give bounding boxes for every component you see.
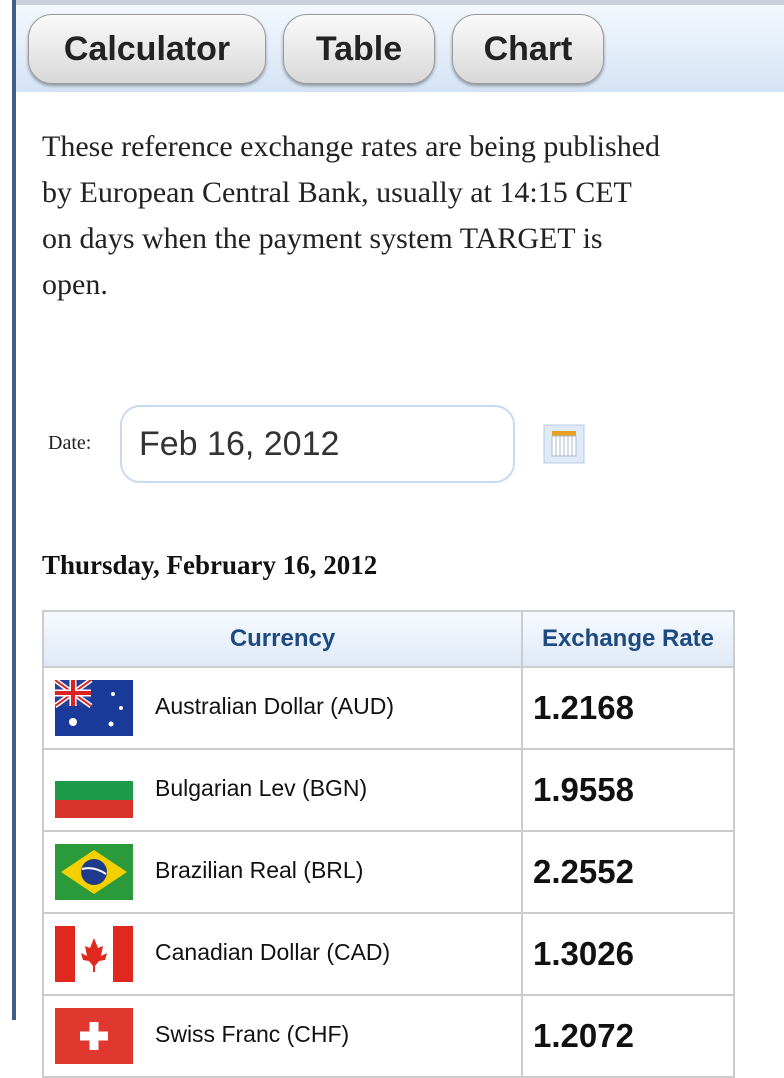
currency-name: Bulgarian Lev (BGN) (155, 775, 368, 802)
currency-cell: Swiss Franc (CHF) (42, 994, 523, 1078)
currency-name: Australian Dollar (AUD) (155, 693, 395, 720)
window-edge (12, 0, 16, 1020)
description-line: on days when the payment system TARGET i… (42, 222, 603, 255)
date-label: Date: (48, 432, 92, 454)
date-input[interactable]: Feb 16, 2012 (120, 405, 515, 483)
rate-cell: 2.2552 (521, 830, 735, 914)
tab-button[interactable]: Calculator (28, 14, 266, 84)
date-heading: Thursday, February 16, 2012 (42, 550, 378, 580)
tab-button[interactable]: Chart (452, 14, 604, 84)
description-line: open. (42, 268, 108, 301)
flag (55, 844, 133, 900)
currency-cell: Australian Dollar (AUD) (42, 666, 523, 750)
column-header: Exchange Rate (521, 610, 735, 668)
flag (55, 926, 133, 982)
currency-name: Canadian Dollar (CAD) (155, 939, 391, 966)
currency-cell: Bulgarian Lev (BGN) (42, 748, 523, 832)
description-line: These reference exchange rates are being… (42, 130, 661, 163)
flag (55, 680, 133, 736)
flag (55, 762, 133, 818)
rate-cell: 1.9558 (521, 748, 735, 832)
currency-name: Swiss Franc (CHF) (155, 1021, 350, 1048)
currency-cell: Canadian Dollar (CAD) (42, 912, 523, 996)
currency-cell: Brazilian Real (BRL) (42, 830, 523, 914)
description-line: by European Central Bank, usually at 14:… (42, 176, 632, 209)
rate-cell: 1.2168 (521, 666, 735, 750)
page: Calculator Table Chart These reference e… (12, 0, 784, 1078)
rate-cell: 1.2072 (521, 994, 735, 1078)
tab-button[interactable]: Table (283, 14, 435, 84)
flag (55, 1008, 133, 1064)
rates-table: Currency Exchange Rate Australian Dollar… (42, 610, 735, 1078)
calendar-button[interactable] (543, 424, 585, 464)
currency-name: Brazilian Real (BRL) (155, 857, 364, 884)
column-header: Currency (42, 610, 523, 668)
rate-cell: 1.3026 (521, 912, 735, 996)
